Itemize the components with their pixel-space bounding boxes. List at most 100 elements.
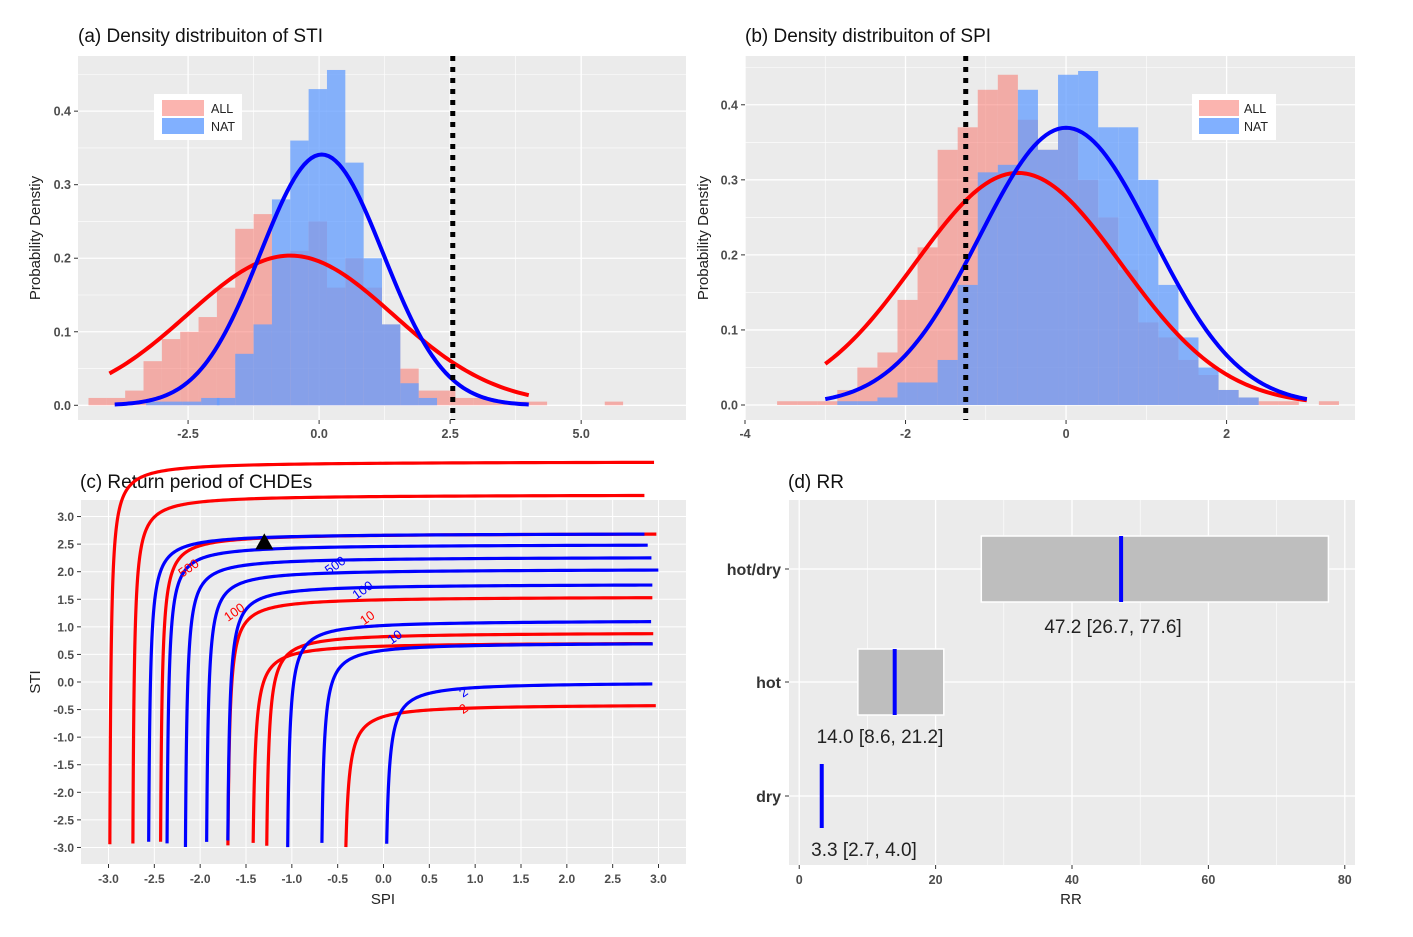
histogram-bar-nat <box>1178 337 1199 405</box>
panel-a-y-ticks: 0.0 0.1 0.2 0.3 0.4 <box>54 105 78 413</box>
y-tick-label: 0.1 <box>54 325 71 339</box>
histogram-bar-nat <box>146 401 165 406</box>
legend-label-all: ALL <box>211 102 233 116</box>
fitted-curve-all <box>108 253 530 398</box>
y-tick-label: 2.0 <box>57 565 74 579</box>
panel-b-title: (b) Density distribuiton of SPI <box>745 26 991 47</box>
y-tick-label: -1.0 <box>53 731 74 745</box>
panel-c-x-axis-label: SPI <box>371 891 395 908</box>
panel-d-title: (d) RR <box>788 472 844 493</box>
panel-a-bars <box>88 69 624 406</box>
panel-d-categories: hot/dry hot dry <box>727 562 789 806</box>
histogram-bar-nat <box>1238 397 1259 405</box>
histogram-bar-nat <box>1218 389 1239 405</box>
x-tick-label: 0.0 <box>310 427 327 441</box>
x-tick-label: 2.5 <box>441 427 458 441</box>
panel-a-legend: ALL NAT <box>154 94 242 140</box>
histogram-bar-nat <box>418 397 438 406</box>
category-label: hot <box>756 675 782 692</box>
histogram-bar-nat <box>857 401 878 405</box>
histogram-bar-all <box>604 401 624 406</box>
histogram-bar-all <box>777 401 798 405</box>
panel-d-x-ticks: 0 20 40 60 80 <box>796 865 1352 887</box>
x-tick-label: 1.5 <box>513 872 530 886</box>
x-tick-label: -2.0 <box>190 872 211 886</box>
y-tick-label: 0.3 <box>54 178 71 192</box>
category-label: dry <box>756 789 781 806</box>
x-tick-label: -1.5 <box>236 872 257 886</box>
histogram-bar-nat <box>326 69 346 406</box>
contour-line-all <box>265 632 654 846</box>
fitted-curve-all <box>824 170 1308 403</box>
y-tick-label: 0.0 <box>57 676 74 690</box>
histogram-bar-nat <box>308 89 327 406</box>
y-tick-label: 3.0 <box>57 510 74 524</box>
histogram-bar-nat <box>1017 89 1038 405</box>
legend-swatch-all <box>1199 100 1239 116</box>
histogram-bar-nat <box>1078 71 1099 405</box>
histogram-bar-all <box>473 397 493 406</box>
histogram-bar-all <box>88 397 107 406</box>
histogram-bar-all <box>216 287 236 406</box>
fitted-curve-nat <box>824 125 1308 402</box>
x-tick-label: 2 <box>1223 427 1230 441</box>
contour-line-nat <box>226 583 653 841</box>
x-tick-label: -2.5 <box>144 872 165 886</box>
x-tick-label: 60 <box>1201 873 1215 887</box>
histogram-bar-nat <box>1098 127 1119 405</box>
x-tick-label: -3.0 <box>98 872 119 886</box>
x-tick-label: 1.0 <box>467 872 484 886</box>
panel-c-y-ticks: 3.0 2.5 2.0 1.5 1.0 0.5 0.0 -0.5 -1.0 -1.5 -2.0 -2.… <box>53 510 81 855</box>
x-tick-label: 2.5 <box>604 872 621 886</box>
x-tick-label: 0.5 <box>421 872 438 886</box>
contour-line-nat <box>147 532 645 842</box>
histogram-bar-nat <box>201 397 220 406</box>
panel-c-contours <box>108 460 659 848</box>
histogram-bar-nat <box>400 383 419 406</box>
x-tick-label: 2.0 <box>558 872 575 886</box>
histogram-bar-nat <box>1198 367 1219 405</box>
panel-b-spi-density: (b) Density distribuiton of SPI -4 -2 0 2 0… <box>695 26 1355 441</box>
contour-line-nat <box>286 620 652 848</box>
fitted-curve-nat <box>114 152 529 407</box>
histogram-bar-all <box>106 397 126 406</box>
histogram-bar-all <box>797 401 818 405</box>
contour-line-all <box>108 460 655 845</box>
panel-c-observed-event <box>255 533 274 550</box>
y-tick-label: 0.3 <box>721 173 738 187</box>
x-tick-label: -0.5 <box>327 872 348 886</box>
panel-c-title: (c) Return period of CHDEs <box>80 472 312 493</box>
histogram-bar-nat <box>917 382 938 405</box>
y-tick-label: 0.5 <box>57 648 74 662</box>
histogram-bar-nat <box>877 397 898 405</box>
legend-label-nat: NAT <box>211 120 235 134</box>
histogram-bar-all <box>817 401 838 405</box>
histogram-bar-nat <box>1158 284 1179 405</box>
x-tick-label: 40 <box>1065 873 1079 887</box>
histogram-bar-nat <box>1058 74 1079 405</box>
panel-c-y-axis-label: STI <box>27 670 44 693</box>
y-tick-label: 0.2 <box>54 252 71 266</box>
contour-label-nat: 10 <box>384 627 404 648</box>
x-tick-label: 5.0 <box>572 427 589 441</box>
panel-c-x-ticks: -3.0 -2.5 -2.0 -1.5 -1.0 -0.5 0.0 0.5 1.0 1.5 2.0 2… <box>98 864 667 886</box>
rr-value-label: 3.3 [2.7, 4.0] <box>811 840 917 861</box>
panel-b-y-ticks: 0.0 0.1 0.2 0.3 0.4 <box>721 98 745 412</box>
panel-b-fitted-curves <box>824 125 1308 403</box>
panel-a-sti-density: (a) Density distribuiton of STI -2.5 0.0 2… <box>27 26 686 441</box>
histogram-bar-all <box>1258 401 1279 405</box>
panel-d-risk-ratio: (d) RR 47.2 [26.7, 77.6] 14.0 [8.6, 21.2]… <box>727 472 1355 908</box>
histogram-bar-nat <box>164 401 183 406</box>
histogram-bar-nat <box>182 401 202 406</box>
contour-label-all: 10 <box>357 607 377 628</box>
y-tick-label: 1.0 <box>57 620 74 634</box>
y-tick-label: -0.5 <box>53 703 74 717</box>
histogram-bar-nat <box>271 199 291 406</box>
histogram-bar-all <box>143 361 162 406</box>
histogram-bar-nat <box>997 164 1018 405</box>
x-tick-label: -1.0 <box>281 872 302 886</box>
legend-label-nat: NAT <box>1244 120 1268 134</box>
y-tick-label: 0.4 <box>54 105 71 119</box>
contour-line-all <box>344 704 656 848</box>
